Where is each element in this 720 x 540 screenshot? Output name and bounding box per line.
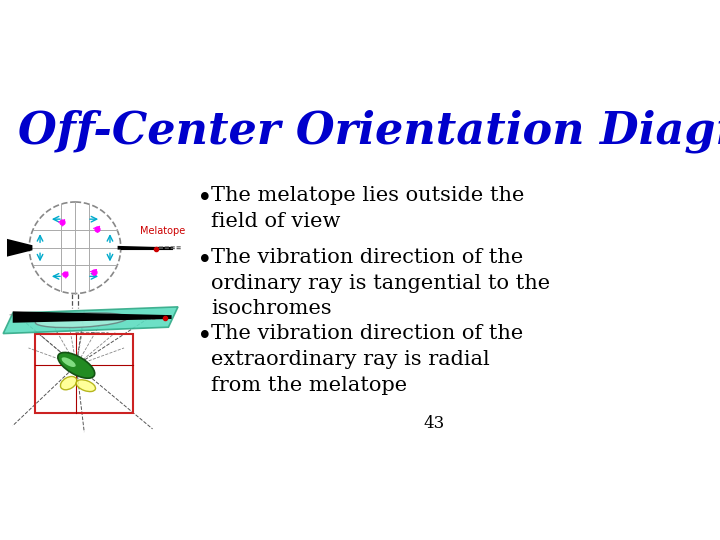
Polygon shape — [7, 239, 32, 256]
Bar — [35, 334, 133, 413]
Text: Melatope: Melatope — [140, 226, 185, 237]
Ellipse shape — [62, 357, 76, 367]
Text: The vibration direction of the
extraordinary ray is radial
from the melatope: The vibration direction of the extraordi… — [211, 324, 523, 395]
Ellipse shape — [60, 376, 77, 390]
Text: The melatope lies outside the
field of view: The melatope lies outside the field of v… — [211, 186, 524, 231]
Polygon shape — [117, 246, 159, 249]
Text: •: • — [197, 248, 212, 273]
Ellipse shape — [58, 353, 95, 378]
Polygon shape — [13, 312, 171, 323]
Text: The vibration direction of the
ordinary ray is tangential to the
isochromes: The vibration direction of the ordinary … — [211, 248, 550, 318]
Ellipse shape — [76, 380, 96, 392]
Text: •: • — [197, 324, 212, 349]
Polygon shape — [3, 307, 178, 334]
Ellipse shape — [35, 313, 127, 328]
Text: •: • — [197, 186, 212, 211]
Text: 43: 43 — [423, 415, 445, 432]
Text: Off-Center Orientation Diagram: Off-Center Orientation Diagram — [18, 110, 720, 153]
